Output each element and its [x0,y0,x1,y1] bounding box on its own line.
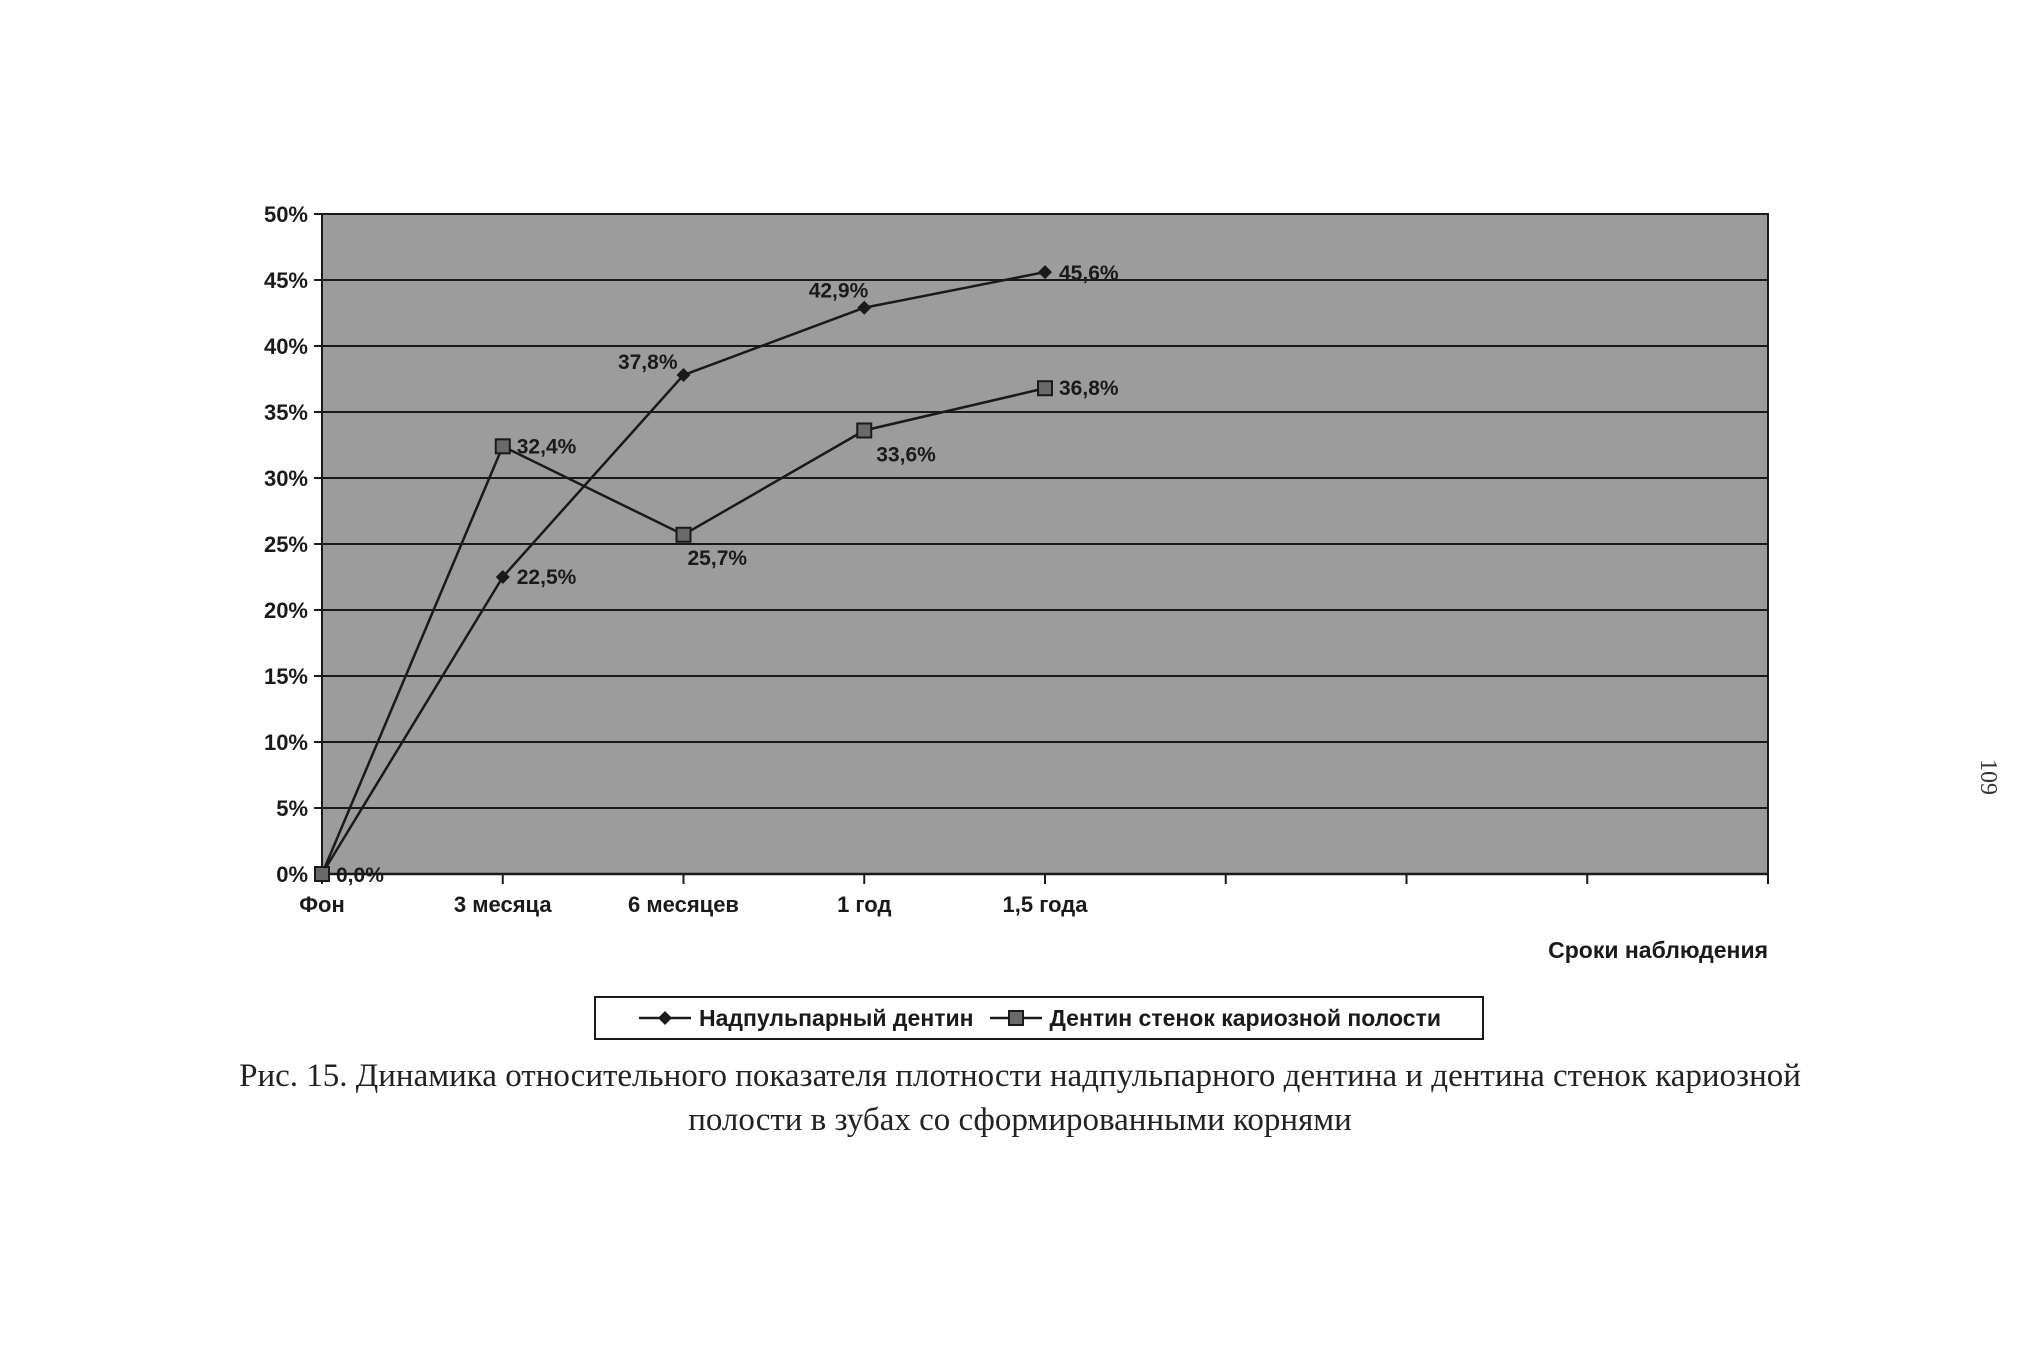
data-labels: 0,0% 22,5% 37,8% 42,9% 45,6% 32,4% 25,7% 33,6% 3… [336,262,1119,887]
legend-item-series-2: Дентин стенок кариозной полости [988,1005,1441,1032]
y-tick-label: 10% [264,730,308,755]
x-tick-label: Фон [299,892,345,917]
data-label: 25,7% [688,547,748,570]
data-label: 42,9% [809,280,869,303]
y-tick-label: 25% [264,532,308,557]
y-tick-label: 0% [276,862,308,887]
page-number: 109 [1975,759,2001,795]
y-tick-label: 20% [264,598,308,623]
data-label: 0,0% [336,864,384,887]
data-label: 22,5% [517,566,577,589]
y-tick-label: 35% [264,400,308,425]
x-axis-title: Сроки наблюдения [1548,937,1768,963]
square-marker-icon [989,1010,1042,1026]
series-group [314,265,1053,882]
caption-line-1: Рис. 15. Динамика относительного показат… [239,1058,1801,1094]
data-label: 36,8% [1059,377,1119,400]
x-tick-label: 1 год [837,892,891,917]
data-point-square [1037,380,1053,397]
y-tick-label: 15% [264,664,308,689]
data-point-square [675,526,692,543]
data-label: 33,6% [876,443,936,466]
y-tick-label: 5% [276,796,308,821]
x-tick-label: 6 месяцев [628,892,739,917]
y-tick-label: 45% [264,268,308,293]
data-point-diamond [495,570,510,584]
legend-label-series-2: Дентин стенок кариозной полости [1049,1004,1441,1031]
data-point-square [314,866,330,882]
axes: 0% 5% 10% 15% 20% 25% 30% 35% 40% 45% 50% Фон 3 меся… [264,202,1769,917]
data-point-diamond [1038,265,1052,280]
y-tick-label: 30% [264,466,308,491]
y-tick-label: 50% [264,202,308,227]
legend-item-series-1: Надпульпарный дентин [637,1005,974,1032]
data-point-square [494,438,511,455]
x-tick-label: 3 месяца [454,892,552,917]
x-tick-label: 1,5 года [1003,892,1089,917]
legend-label-series-1: Надпульпарный дентин [699,1004,974,1031]
data-label: 32,4% [517,435,577,458]
diamond-marker-icon [639,1011,691,1025]
figure-caption: Рис. 15. Динамика относительного показат… [120,1054,1920,1142]
data-point-diamond [857,300,872,315]
data-point-square [856,422,873,439]
y-tick-label: 40% [264,334,308,359]
legend: Надпульпарный дентин Дентин стенок карио… [594,996,1484,1040]
caption-line-2: полости в зубах со сформированными корня… [688,1102,1352,1138]
data-point-diamond [676,368,691,383]
data-label: 37,8% [618,351,678,374]
data-label: 45,6% [1059,262,1119,285]
